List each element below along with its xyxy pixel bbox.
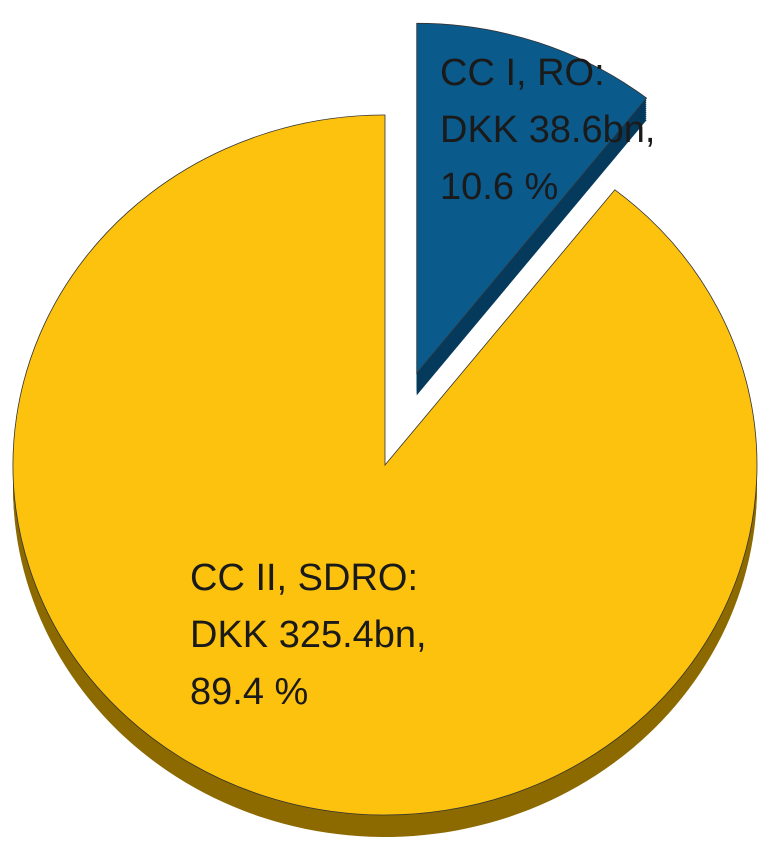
slice-label-line: CC II, SDRO: bbox=[190, 557, 418, 599]
slice-label-line: 89.4 % bbox=[190, 671, 308, 713]
slice-label: CC I, RO: DKK 38.6bn, 10.6 % bbox=[440, 52, 655, 208]
slice-label: CC II, SDRO: DKK 325.4bn, 89.4 % bbox=[190, 557, 427, 713]
slice bbox=[416, 22, 648, 375]
slice-label-line: CC I, RO: bbox=[440, 52, 605, 94]
slice-label-line: DKK 38.6bn, bbox=[440, 109, 655, 151]
slice bbox=[12, 114, 758, 816]
slice-label-line: DKK 325.4bn, bbox=[190, 614, 427, 656]
slice-label-line: 10.6 % bbox=[440, 166, 558, 208]
